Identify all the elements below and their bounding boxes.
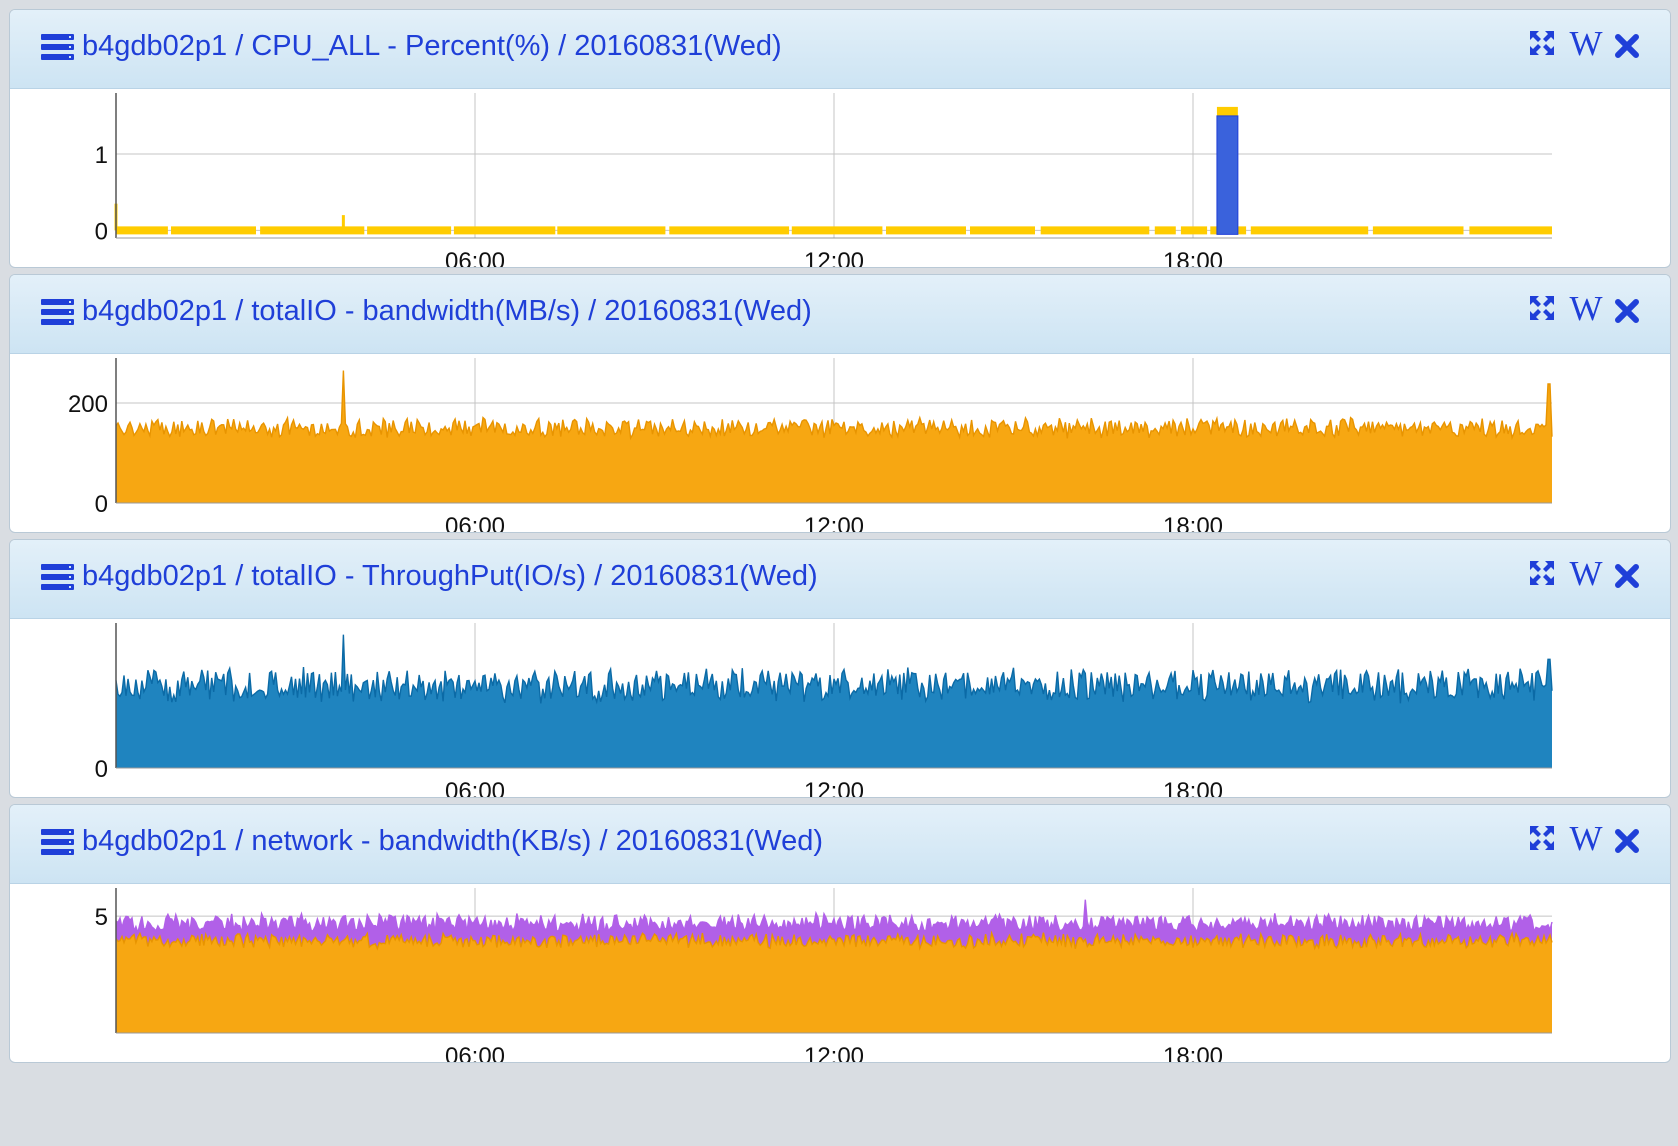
series-line: [115, 370, 1553, 441]
panel-title: b4gdb02p1 / totalIO - bandwidth(MB/s) / …: [82, 295, 812, 327]
wiki-button[interactable]: W: [1569, 819, 1603, 858]
panel-header: b4gdb02p1 / network - bandwidth(KB/s) / …: [10, 805, 1670, 884]
close-icon[interactable]: [1613, 558, 1641, 594]
panel-header: b4gdb02p1 / CPU_ALL - Percent(%) / 20160…: [10, 10, 1670, 89]
area-fill: [116, 370, 1552, 503]
x-tick-label: 06:00: [445, 248, 505, 268]
expand-icon[interactable]: [1526, 823, 1558, 859]
x-tick-label: 06:00: [445, 1043, 505, 1063]
network-panel: b4gdb02p1 / network - bandwidth(KB/s) / …: [9, 804, 1671, 1063]
close-icon[interactable]: [1613, 28, 1641, 64]
y-tick-label: 0: [95, 756, 108, 783]
io-bandwidth-chart: 06:00 12:00 18:00 0 200: [68, 358, 1553, 533]
x-tick-label: 18:00: [1163, 248, 1223, 268]
x-tick-label: 06:00: [445, 513, 505, 533]
wiki-button[interactable]: W: [1569, 554, 1603, 593]
series-line: [115, 634, 1553, 705]
server-icon: [41, 34, 74, 60]
panel-title: b4gdb02p1 / totalIO - ThroughPut(IO/s) /…: [82, 560, 818, 592]
y-tick-label: 1: [95, 142, 108, 169]
block-cap: [1216, 106, 1238, 116]
x-tick-label: 18:00: [1163, 778, 1223, 798]
series-blue_spike: [1216, 106, 1239, 235]
panel-header: b4gdb02p1 / totalIO - ThroughPut(IO/s) /…: [10, 540, 1670, 619]
server-icon: [41, 829, 74, 855]
x-tick-label: 18:00: [1163, 1043, 1223, 1063]
expand-icon[interactable]: [1526, 293, 1558, 329]
close-icon[interactable]: [1613, 293, 1641, 329]
y-tick-label: 0: [95, 491, 108, 518]
close-icon[interactable]: [1613, 823, 1641, 859]
y-tick-label: 5: [95, 904, 108, 931]
x-tick-label: 12:00: [804, 1043, 864, 1063]
panel-header: b4gdb02p1 / totalIO - bandwidth(MB/s) / …: [10, 275, 1670, 354]
grid: [116, 93, 1552, 238]
x-tick-label: 12:00: [804, 248, 864, 268]
cpu-chart: 06:00 12:00 18:00 0 1: [95, 93, 1552, 268]
wiki-button[interactable]: W: [1569, 289, 1603, 328]
x-tick-label: 12:00: [804, 513, 864, 533]
area-fill: [116, 932, 1552, 1033]
x-tick-label: 06:00: [445, 778, 505, 798]
series-orange: [115, 370, 1553, 503]
wiki-button[interactable]: W: [1569, 24, 1603, 63]
io-throughput-panel: b4gdb02p1 / totalIO - ThroughPut(IO/s) /…: [9, 539, 1671, 798]
cpu-spike-bar: [1216, 115, 1239, 235]
io-bandwidth-panel: b4gdb02p1 / totalIO - bandwidth(MB/s) / …: [9, 274, 1671, 533]
series-steel_blue: [115, 634, 1553, 768]
y-tick-label: 0: [95, 218, 108, 245]
expand-icon[interactable]: [1526, 558, 1558, 594]
cpu-panel: b4gdb02p1 / CPU_ALL - Percent(%) / 20160…: [9, 9, 1671, 268]
area-fill: [116, 634, 1552, 768]
series-line: [115, 930, 1553, 951]
series-line: [115, 899, 1553, 936]
x-tick-label: 12:00: [804, 778, 864, 798]
panel-title: b4gdb02p1 / network - bandwidth(KB/s) / …: [82, 825, 824, 857]
network-chart: 06:00 12:00 18:00 5: [95, 888, 1553, 1063]
panel-title: b4gdb02p1 / CPU_ALL - Percent(%) / 20160…: [82, 30, 782, 62]
x-tick-label: 18:00: [1163, 513, 1223, 533]
series-orange: [115, 930, 1553, 1033]
expand-icon[interactable]: [1526, 28, 1558, 64]
server-icon: [41, 564, 74, 590]
io-throughput-chart: 06:00 12:00 18:00 0: [95, 623, 1553, 798]
server-icon: [41, 299, 74, 325]
y-tick-label: 200: [68, 391, 108, 418]
